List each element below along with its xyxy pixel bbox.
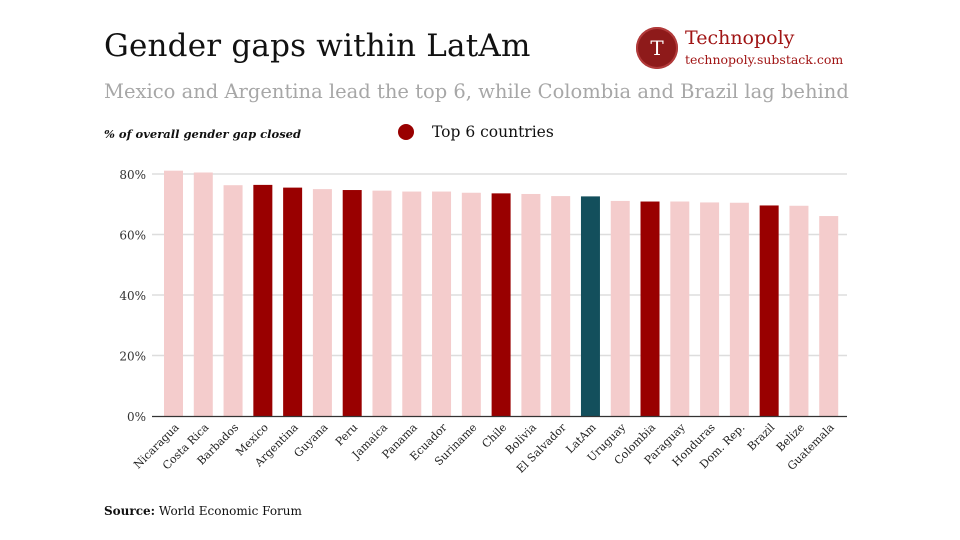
bar-argentina [283,187,303,416]
technopoly-logo-icon: T [636,27,678,69]
chart-subtitle: Mexico and Argentina lead the top 6, whi… [104,80,849,103]
y-tick-label: 0% [127,410,146,424]
bar-bolivia [521,193,541,416]
y-tick-label: 60% [119,229,146,243]
bar-guatemala [819,216,839,416]
bar-honduras [700,202,720,416]
bar-colombia [640,201,660,416]
bar-latam [580,196,600,416]
bar-uruguay [610,200,630,416]
bar-paraguay [670,201,690,416]
bar-el-salvador [551,196,571,416]
source-note: Source: World Economic Forum [104,504,302,518]
bars [164,170,839,416]
bar-ecuador [432,191,452,416]
brand-name: Technopoly [685,27,795,49]
y-tick-label: 20% [119,350,146,364]
brand-url: technopoly.substack.com [685,52,844,67]
bar-mexico [253,184,273,416]
x-tick-label: Peru [333,421,360,448]
bar-chile [491,193,511,416]
legend: Top 6 countries [398,123,554,141]
brand-block: T Technopoly technopoly.substack.com [636,27,876,71]
bar-barbados [223,185,243,416]
y-axis-label: % of overall gender gap closed [104,127,302,141]
chart-title: Gender gaps within LatAm [104,28,531,64]
y-tick-label: 40% [119,289,146,303]
y-tick-labels: 0% 20% 40% 60% 80% [119,168,146,424]
bar-dom-rep [729,202,749,416]
bar-panama [402,191,422,416]
bar-guyana [312,189,332,416]
bar-nicaragua [164,170,183,416]
bar-suriname [461,192,481,416]
x-tick-label: Guyana [291,421,330,460]
legend-label: Top 6 countries [432,123,554,141]
y-tick-label: 80% [119,168,146,182]
x-tick-label: Brazil [745,421,778,454]
bar-brazil [759,205,779,416]
source-label: Source: [104,504,156,518]
source-text: World Economic Forum [158,504,302,518]
bar-costa-rica [193,172,213,416]
bar-peru [342,190,362,416]
bar-belize [789,205,809,416]
bar-jamaica [372,190,392,416]
legend-swatch-top6 [398,124,414,140]
